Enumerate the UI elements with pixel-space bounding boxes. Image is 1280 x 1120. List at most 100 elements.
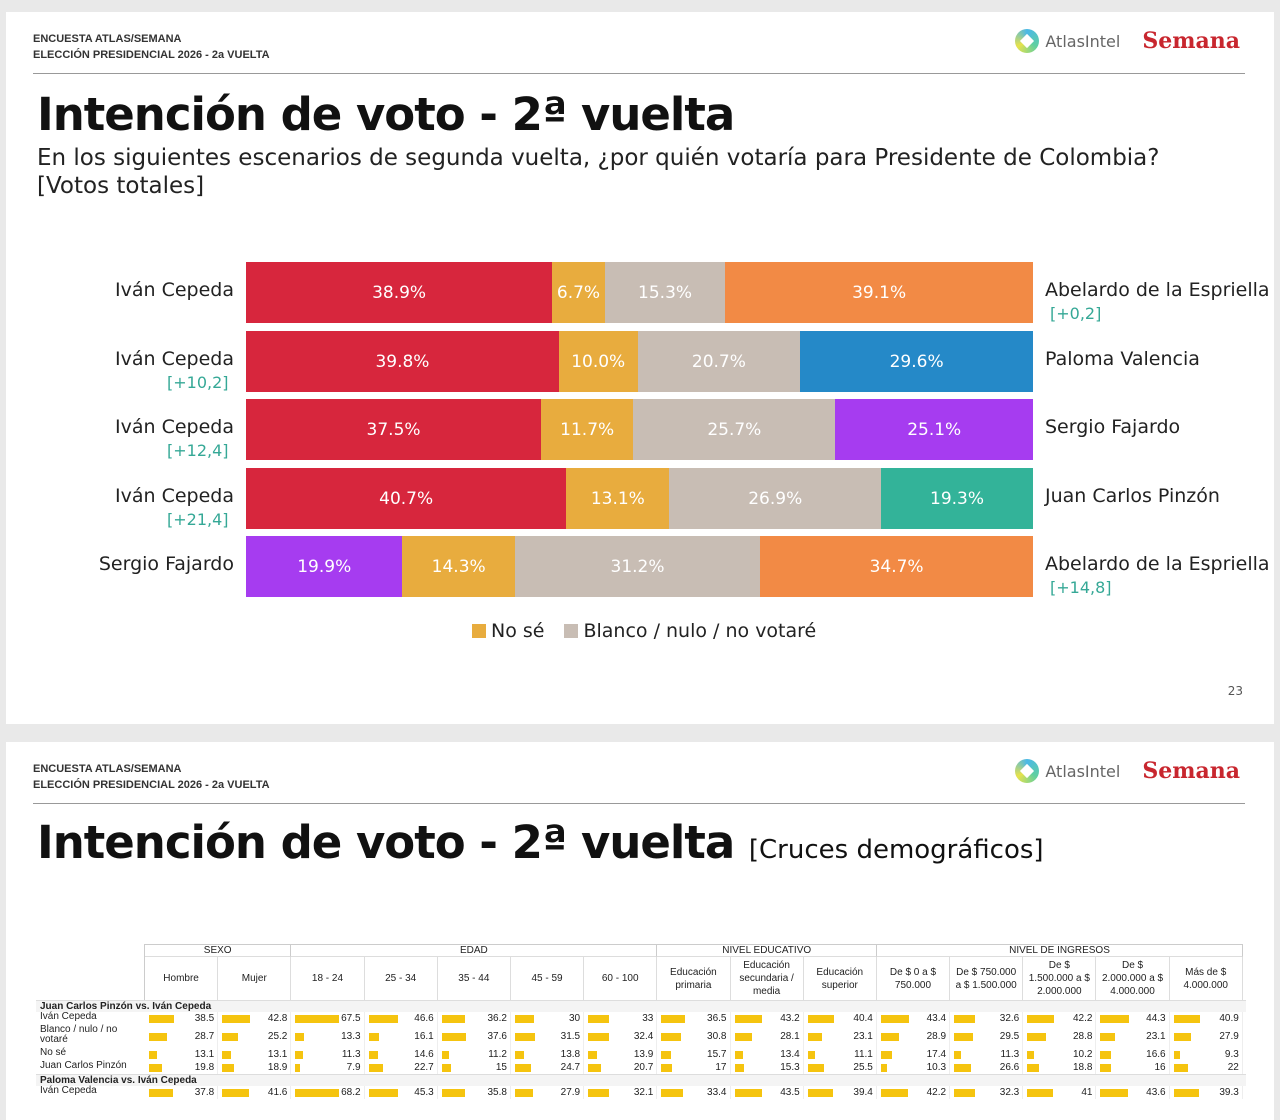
value-bar bbox=[1027, 1014, 1055, 1023]
bar-segment: 6.7% bbox=[552, 262, 605, 323]
group-header: EDAD bbox=[291, 944, 658, 957]
value-bar bbox=[807, 1014, 834, 1023]
left-candidate-label: Sergio Fajardo bbox=[98, 553, 234, 575]
value-bar bbox=[954, 1088, 975, 1097]
value-bar bbox=[1027, 1032, 1046, 1041]
data-cell: 11.3 bbox=[950, 1048, 1024, 1061]
data-cell: 13.3 bbox=[291, 1025, 365, 1048]
atlasintel-text: AtlasIntel bbox=[1045, 31, 1121, 51]
data-cell: 28.1 bbox=[731, 1025, 804, 1048]
data-cell: 43.2 bbox=[731, 1012, 804, 1025]
right-candidate-label: Abelardo de la Espriella bbox=[1045, 553, 1270, 575]
bar-segment: 39.8% bbox=[246, 331, 559, 392]
cell-value: 10.2 bbox=[1072, 1049, 1093, 1060]
cell-value: 15.7 bbox=[707, 1049, 727, 1060]
cell-value: 32.4 bbox=[633, 1031, 654, 1042]
cell-value: 7.9 bbox=[346, 1062, 361, 1073]
cell-value: 10.3 bbox=[926, 1062, 947, 1073]
value-bar bbox=[734, 1032, 753, 1041]
data-cell: 40.9 bbox=[1170, 1012, 1243, 1025]
cell-value: 17.4 bbox=[926, 1049, 947, 1060]
column-header: 45 - 59 bbox=[511, 957, 585, 1000]
cell-value: 24.7 bbox=[560, 1062, 581, 1073]
value-bar bbox=[588, 1050, 598, 1059]
value-bar bbox=[661, 1063, 673, 1072]
value-bar bbox=[1100, 1032, 1116, 1041]
value-bar bbox=[441, 1088, 465, 1097]
cell-value: 36.5 bbox=[707, 1013, 727, 1024]
header-divider bbox=[33, 803, 1245, 804]
legend-label: Blanco / nulo / no votaré bbox=[583, 620, 817, 642]
row-label: Iván Cepeda bbox=[40, 1085, 97, 1096]
value-bar bbox=[222, 1050, 231, 1059]
bar-segment: 29.6% bbox=[800, 331, 1033, 392]
cell-value: 27.9 bbox=[1219, 1031, 1239, 1042]
data-cell: 67.5 bbox=[291, 1012, 365, 1025]
value-bar bbox=[880, 1014, 909, 1023]
data-cell: 36.5 bbox=[657, 1012, 731, 1025]
column-header: Educación primaria bbox=[657, 957, 731, 1000]
column-header: Educación secundaria / media bbox=[731, 957, 804, 1000]
cell-value: 44.3 bbox=[1146, 1013, 1166, 1024]
bar-segment: 40.7% bbox=[246, 468, 567, 529]
value-bar bbox=[295, 1014, 339, 1023]
column-header: De $ 0 a $ 750.000 bbox=[877, 957, 951, 1000]
legend-item-blanco: Blanco / nulo / no votaré bbox=[564, 620, 816, 642]
value-bar bbox=[222, 1063, 235, 1072]
cell-value: 36.2 bbox=[487, 1013, 507, 1024]
cell-value: 43.4 bbox=[926, 1013, 947, 1024]
data-cell: 17.4 bbox=[877, 1048, 951, 1061]
data-cell: 32.3 bbox=[950, 1086, 1024, 1099]
column-header: Educación superior bbox=[804, 957, 877, 1000]
value-bar bbox=[1173, 1063, 1188, 1072]
cell-value: 17 bbox=[715, 1062, 727, 1073]
data-cell: 43.6 bbox=[1096, 1086, 1170, 1099]
cell-value: 29.5 bbox=[999, 1031, 1020, 1042]
bar-segment: 13.1% bbox=[566, 468, 670, 529]
table-row: Iván Cepeda 37.8 41.6 68.2 45.3 35.8 27.9 32.1 3… bbox=[36, 1086, 1246, 1099]
data-cell: 20.7 bbox=[584, 1061, 658, 1074]
value-bar bbox=[880, 1050, 892, 1059]
data-cell: 28.8 bbox=[1023, 1025, 1097, 1048]
value-bar bbox=[368, 1063, 384, 1072]
cell-value: 13.9 bbox=[633, 1049, 654, 1060]
section-header: Juan Carlos Pinzón vs. Iván Cepeda bbox=[36, 1000, 1246, 1012]
value-bar bbox=[441, 1063, 452, 1072]
cell-value: 43.5 bbox=[780, 1087, 800, 1098]
header-divider bbox=[33, 73, 1245, 74]
chart-legend: No sé Blanco / nulo / no votaré bbox=[472, 620, 816, 642]
cell-value: 38.5 bbox=[194, 1013, 215, 1024]
bar-row: 37.5% 11.7% 25.7% 25.1% bbox=[246, 399, 1033, 460]
value-bar bbox=[1173, 1088, 1199, 1097]
value-bar bbox=[295, 1032, 304, 1041]
table-row: Juan Carlos Pinzón 19.8 18.9 7.9 22.7 15 24.7 2… bbox=[36, 1061, 1246, 1074]
value-bar bbox=[441, 1014, 465, 1023]
cell-value: 35.8 bbox=[487, 1087, 507, 1098]
semana-logo: Semana bbox=[1142, 28, 1240, 54]
title-suffix: [Cruces demográficos] bbox=[748, 835, 1044, 865]
value-bar bbox=[1027, 1088, 1054, 1097]
cell-value: 32.1 bbox=[633, 1087, 654, 1098]
value-bar bbox=[661, 1088, 683, 1097]
value-bar bbox=[222, 1014, 250, 1023]
data-cell: 30 bbox=[511, 1012, 585, 1025]
bar-segment: 26.9% bbox=[669, 468, 882, 529]
column-header: De $ 750.000 a $ 1.500.000 bbox=[950, 957, 1024, 1000]
data-cell: 29.5 bbox=[950, 1025, 1024, 1048]
data-cell: 68.2 bbox=[291, 1086, 365, 1099]
data-cell: 32.1 bbox=[584, 1086, 658, 1099]
data-cell: 15 bbox=[438, 1061, 511, 1074]
cell-value: 22.7 bbox=[414, 1062, 434, 1073]
value-bar bbox=[954, 1063, 972, 1072]
slide-vote-intention: ENCUESTA ATLAS/SEMANA ELECCIÓN PRESIDENCI… bbox=[6, 12, 1274, 724]
cell-value: 31.5 bbox=[560, 1031, 581, 1042]
cell-value: 28.8 bbox=[1072, 1031, 1093, 1042]
cell-value: 13.4 bbox=[780, 1049, 800, 1060]
value-bar bbox=[514, 1050, 524, 1059]
bar-row: 19.9% 14.3% 31.2% 34.7% bbox=[246, 536, 1033, 597]
cell-value: 11.3 bbox=[1000, 1049, 1020, 1060]
header-spacer bbox=[36, 957, 145, 1000]
value-bar bbox=[441, 1050, 449, 1059]
value-bar bbox=[1173, 1032, 1192, 1041]
value-bar bbox=[734, 1063, 745, 1072]
